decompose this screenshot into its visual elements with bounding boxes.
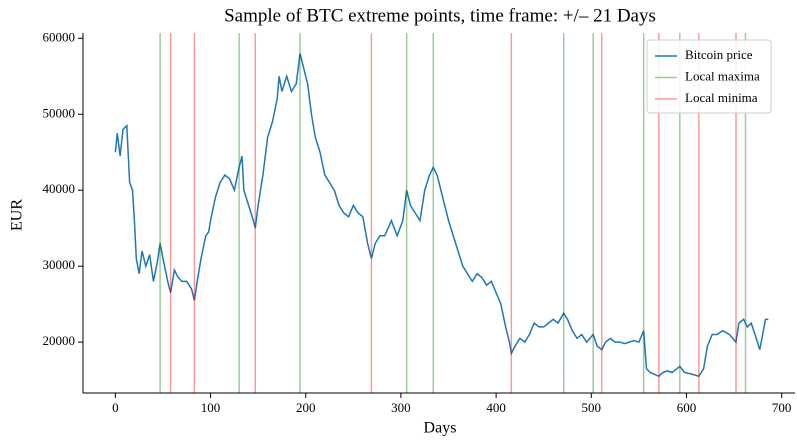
x-tick-label: 200 [296,400,316,415]
legend-box [646,39,772,114]
y-tick-label: 50000 [43,105,76,120]
chart-title: Sample of BTC extreme points, time frame… [224,5,656,26]
y-axis-label: EUR [9,199,26,231]
x-tick-label: 600 [677,400,697,415]
y-tick-label: 60000 [43,29,76,44]
x-tick-label: 500 [582,400,602,415]
legend-label: Local maxima [685,68,760,83]
legend-label: Local minima [685,90,758,105]
legend-label: Bitcoin price [685,47,753,62]
x-axis-label: Days [424,420,457,437]
x-tick-label: 700 [772,400,792,415]
price-line [114,53,769,378]
legend: Bitcoin price Local maxima Local minima [646,39,772,114]
y-tick-label: 20000 [43,333,76,348]
x-tick-label: 0 [112,400,119,415]
y-tick-label: 30000 [43,257,76,272]
x-tick-label: 300 [391,400,411,415]
y-tick-label: 40000 [43,181,76,196]
x-tick-label: 400 [486,400,506,415]
x-tick-label: 100 [201,400,221,415]
